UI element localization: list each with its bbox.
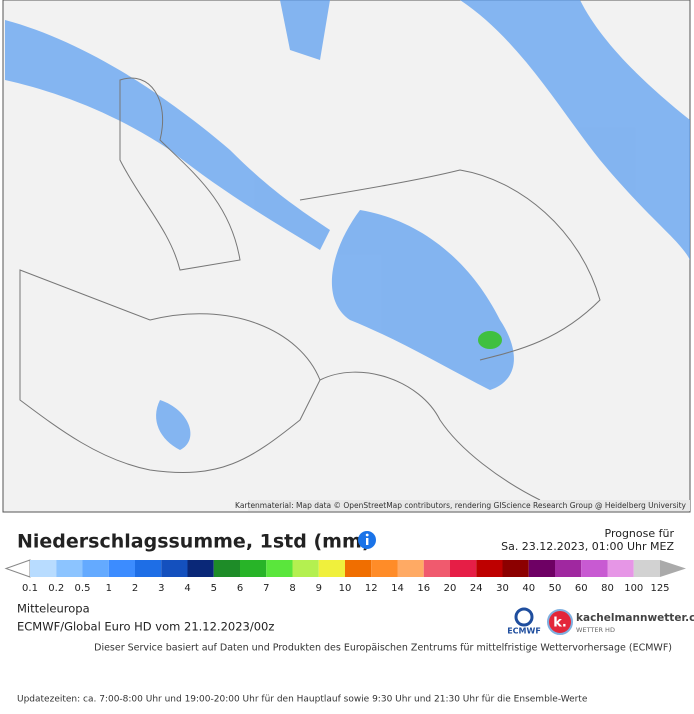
- attribution: Kartenmaterial: Map data © OpenStreetMap…: [235, 501, 687, 510]
- legend-swatch: [108, 560, 135, 577]
- legend-swatch: [292, 560, 319, 577]
- legend-label: 12: [365, 583, 378, 594]
- legend-swatch: [607, 560, 634, 577]
- legend-swatch: [266, 560, 293, 577]
- legend-swatch: [423, 560, 450, 577]
- precip-areas: [5, 0, 690, 450]
- svg-text:k.: k.: [553, 616, 567, 631]
- ecmwf-logo: ECMWF: [507, 607, 541, 636]
- km-text: kachelmannwetter.com: [576, 612, 694, 624]
- legend-label: 8: [289, 583, 295, 594]
- legend-label: 5: [211, 583, 217, 594]
- legend-swatch: [581, 560, 608, 577]
- legend-label: 4: [184, 583, 190, 594]
- legend-label: 6: [237, 583, 243, 594]
- legend-label: 24: [470, 583, 483, 594]
- service-note: Dieser Service basiert auf Daten und Pro…: [94, 643, 672, 654]
- title: Niederschlagssumme, 1std (mm): [17, 531, 370, 553]
- legend-label: 0.5: [75, 583, 91, 594]
- legend-swatch: [30, 560, 57, 577]
- attribution-bg: [248, 500, 690, 511]
- legend-swatch: [161, 560, 188, 577]
- legend-label: 7: [263, 583, 269, 594]
- legend-swatch: [528, 560, 555, 577]
- legend-swatch: [371, 560, 398, 577]
- legend-label: 50: [549, 583, 562, 594]
- legend-label: 14: [391, 583, 404, 594]
- legend: 0.1 0.2 0.5 1 2 3 4 5 6 7 8 9 10 12 14 16 20 24 30 40 50 60 80…: [4, 559, 686, 594]
- legend-label: 3: [158, 583, 164, 594]
- legend-label: 2: [132, 583, 138, 594]
- legend-label: 40: [522, 583, 535, 594]
- region: Mitteleuropa: [17, 602, 90, 616]
- km-sub: WETTER HD: [576, 626, 615, 634]
- legend-swatch: [555, 560, 582, 577]
- ecmwf-text: ECMWF: [507, 627, 541, 636]
- legend-label: 100: [624, 583, 643, 594]
- legend-swatch: [82, 560, 109, 577]
- legend-swatch: [345, 560, 372, 577]
- legend-label: 80: [601, 583, 614, 594]
- legend-swatch: [450, 560, 477, 577]
- legend-swatch: [56, 560, 83, 577]
- legend-label: 16: [417, 583, 430, 594]
- legend-label: 9: [316, 583, 322, 594]
- legend-swatch: [240, 560, 267, 577]
- map: Kartenmaterial: Map data © OpenStreetMap…: [2, 0, 691, 513]
- info-icon[interactable]: [358, 531, 376, 549]
- legend-label: 1: [106, 583, 112, 594]
- legend-swatch: [213, 560, 240, 577]
- legend-arrow-left: [4, 559, 31, 578]
- borders: [19, 77, 601, 501]
- legend-swatch: [476, 560, 503, 577]
- legend-label: 30: [496, 583, 509, 594]
- legend-label: 20: [444, 583, 457, 594]
- legend-swatch: [397, 560, 424, 577]
- legend-swatch: [318, 560, 345, 577]
- legend-swatch: [633, 560, 660, 577]
- legend-label: 0.1: [22, 583, 38, 594]
- legend-label: 60: [575, 583, 588, 594]
- legend-swatch: [135, 560, 162, 577]
- legend-swatch: [502, 560, 529, 577]
- model: ECMWF/Global Euro HD vom 21.12.2023/00z: [17, 620, 274, 634]
- heavy-cell: [478, 331, 502, 349]
- forecast-time: Sa. 23.12.2023, 01:00 Uhr MEZ: [501, 540, 674, 553]
- forecast-label: Prognose für: [605, 527, 675, 540]
- legend-label: 0.2: [48, 583, 64, 594]
- km-logo: k. kachelmannwetter.com WETTER HD: [547, 609, 694, 635]
- legend-label: 10: [339, 583, 352, 594]
- legend-label: 125: [650, 583, 669, 594]
- legend-arrow-right: [660, 560, 686, 577]
- update-note: Updatezeiten: ca. 7:00-8:00 Uhr und 19:0…: [17, 695, 588, 705]
- legend-swatch: [187, 560, 214, 577]
